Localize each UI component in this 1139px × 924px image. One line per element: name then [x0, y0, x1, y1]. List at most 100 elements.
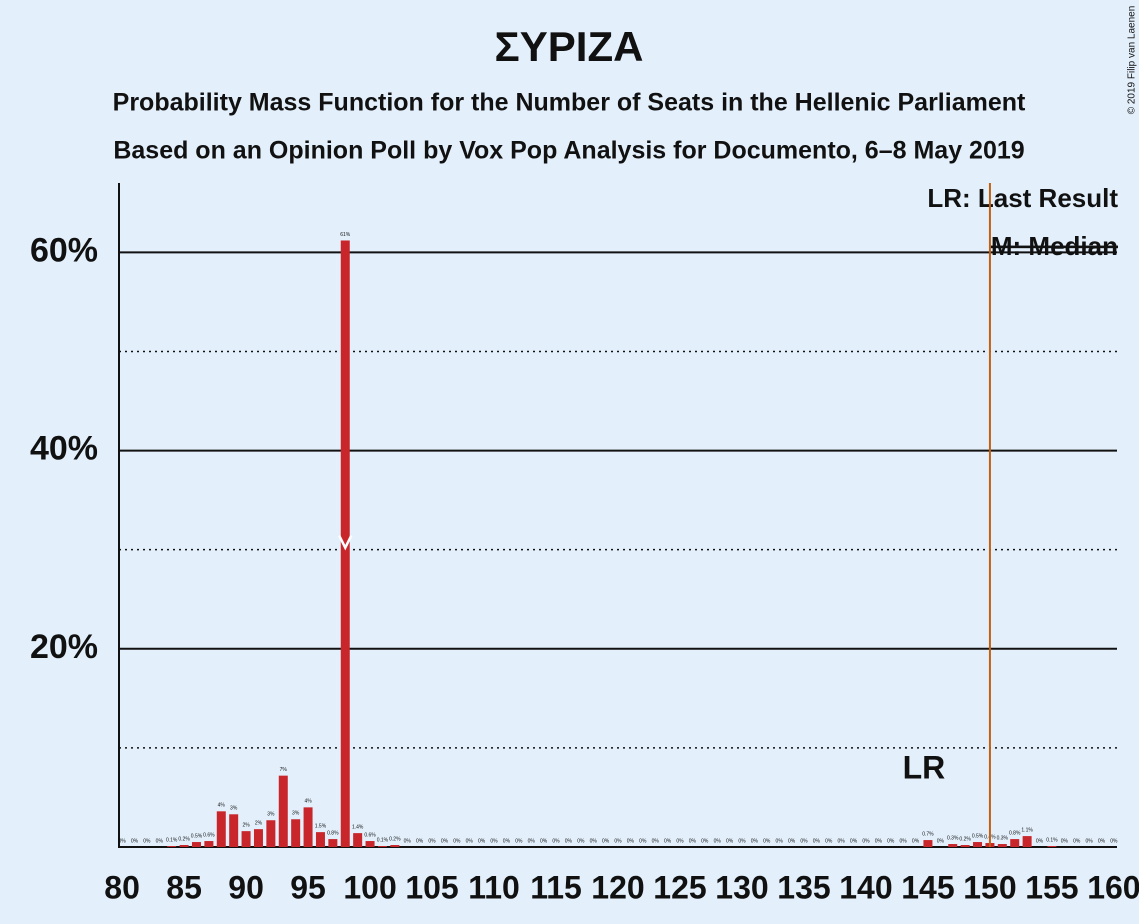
bar [291, 819, 301, 847]
value-label: 0% [763, 838, 771, 844]
x-tick-label: 140 [839, 869, 892, 905]
value-label: 0.1% [166, 837, 178, 843]
value-label: 0% [689, 838, 697, 844]
value-label: 0% [800, 838, 808, 844]
value-label: 0% [577, 838, 585, 844]
value-label: 4% [304, 799, 312, 805]
value-label: 0% [652, 838, 660, 844]
x-tick-label: 105 [405, 869, 458, 905]
legend-entry: LR: Last Result [927, 183, 1118, 213]
y-tick-label: 40% [30, 430, 98, 468]
value-label: 0% [118, 838, 126, 844]
value-label: 0% [540, 838, 548, 844]
bar [303, 807, 313, 847]
last-result-label: LR [903, 749, 946, 785]
value-label: 0% [937, 838, 945, 844]
bar [353, 833, 363, 847]
value-label: 1.5% [315, 823, 327, 829]
bar [1010, 839, 1020, 847]
bar [191, 842, 201, 847]
value-label: 0% [1110, 838, 1118, 844]
y-tick-label: 20% [30, 628, 98, 666]
value-label: 0% [490, 838, 498, 844]
x-tick-label: 80 [104, 869, 140, 905]
value-label: 0% [751, 838, 759, 844]
chart-subtitle: Probability Mass Function for the Number… [113, 89, 1026, 117]
value-label: 3% [230, 806, 238, 812]
x-tick-label: 150 [963, 869, 1016, 905]
x-tick-label: 125 [653, 869, 706, 905]
bar [377, 846, 387, 847]
y-tick-label: 60% [30, 231, 98, 269]
value-label: 0.6% [203, 832, 215, 838]
value-label: 0% [838, 838, 846, 844]
bar [315, 832, 325, 847]
value-label: 0% [614, 838, 622, 844]
value-label: 0% [639, 838, 647, 844]
bar [948, 844, 958, 847]
value-label: 2% [255, 820, 263, 826]
value-label: 0% [1098, 838, 1106, 844]
value-label: 0% [478, 838, 486, 844]
value-label: 0% [565, 838, 573, 844]
value-label: 0% [813, 838, 821, 844]
value-label: 7% [280, 767, 288, 773]
value-label: 0% [664, 838, 672, 844]
value-label: 0.6% [364, 832, 376, 838]
bar [216, 811, 226, 847]
chart-title: ΣΥΡΙΖΑ [495, 23, 644, 70]
bar [390, 845, 400, 847]
x-tick-label: 120 [591, 869, 644, 905]
bar [1022, 836, 1032, 847]
value-label: 0% [825, 838, 833, 844]
value-label: 4% [218, 803, 226, 809]
value-label: 0.8% [327, 830, 339, 836]
value-label: 0.1% [377, 837, 389, 843]
value-label: 0.2% [178, 836, 190, 842]
value-label: 0% [1036, 838, 1044, 844]
x-tick-label: 155 [1025, 869, 1078, 905]
median-marker [338, 535, 353, 551]
value-label: 0% [515, 838, 523, 844]
bar [1047, 846, 1057, 847]
value-label: 0% [143, 838, 151, 844]
value-label: 0.3% [997, 835, 1009, 841]
value-label: 0% [503, 838, 511, 844]
bar [179, 845, 189, 847]
value-label: 0.8% [1009, 830, 1021, 836]
value-label: 0% [1061, 838, 1069, 844]
legend-entry: M: Median [991, 231, 1118, 261]
value-label: 0% [676, 838, 684, 844]
value-label: 0% [900, 838, 908, 844]
value-label: 61% [340, 232, 351, 238]
value-label: 0% [912, 838, 920, 844]
value-label: 0.5% [191, 833, 203, 839]
x-tick-label: 130 [715, 869, 768, 905]
bar [204, 841, 214, 847]
bar [340, 240, 350, 847]
bar [923, 840, 933, 847]
bar [253, 829, 263, 847]
chart-subtitle: Based on an Opinion Poll by Vox Pop Anal… [113, 137, 1024, 165]
value-label: 0% [875, 838, 883, 844]
x-tick-label: 100 [343, 869, 396, 905]
value-label: 0.2% [959, 836, 971, 842]
value-label: 0% [714, 838, 722, 844]
value-label: 3% [267, 812, 275, 818]
value-label: 0% [156, 838, 164, 844]
value-label: 0% [887, 838, 895, 844]
x-tick-label: 95 [290, 869, 326, 905]
value-label: 0% [776, 838, 784, 844]
value-label: 0% [441, 838, 449, 844]
bar [365, 841, 375, 847]
x-tick-label: 135 [777, 869, 830, 905]
value-label: 0% [1073, 838, 1081, 844]
x-tick-label: 90 [228, 869, 264, 905]
value-label: 0% [590, 838, 598, 844]
value-label: 2% [242, 822, 250, 828]
value-label: 1.1% [1021, 827, 1033, 833]
bar [973, 842, 983, 847]
value-label: 0% [701, 838, 709, 844]
value-label: 0.7% [922, 831, 934, 837]
